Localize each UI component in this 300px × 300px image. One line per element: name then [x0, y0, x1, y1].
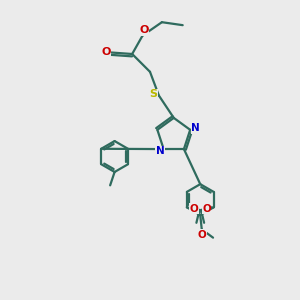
Text: O: O [202, 204, 211, 214]
Text: O: O [140, 25, 149, 35]
Text: N: N [156, 146, 164, 157]
Text: N: N [191, 123, 200, 133]
Text: O: O [190, 204, 198, 214]
Text: O: O [101, 47, 111, 57]
Text: S: S [150, 89, 158, 99]
Text: O: O [198, 230, 207, 240]
